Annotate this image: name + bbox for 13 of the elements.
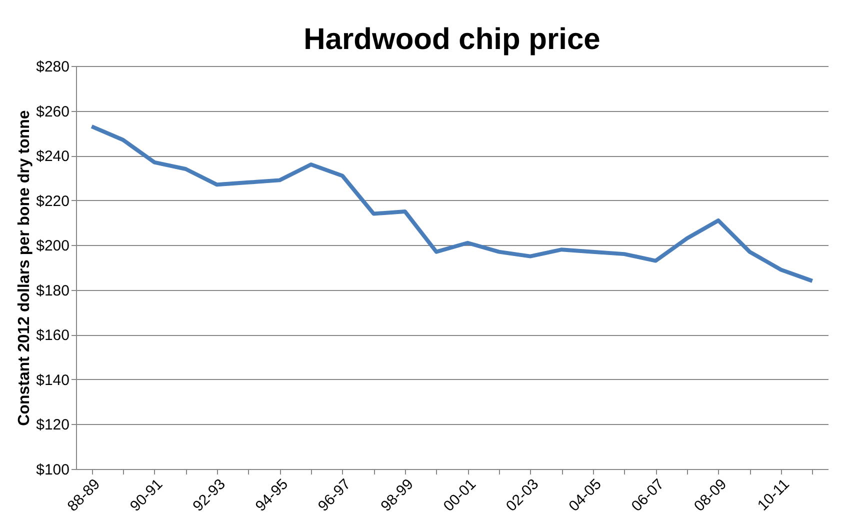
y-axis-title: Constant 2012 dollars per bone dry tonne [16,110,34,426]
y-tick-label: $240 [36,148,70,166]
y-tick-label: $120 [36,416,70,434]
y-tick-label: $140 [36,372,70,389]
chart-title: Hardwood chip price [304,23,600,56]
y-tick-label: $280 [36,58,70,76]
y-tick-label: $180 [36,282,70,300]
y-tick-label: $220 [36,192,70,210]
y-tick-label: $100 [36,462,70,478]
y-tick-label: $260 [36,103,70,120]
y-tick-label: $160 [36,327,70,344]
y-tick-label: $200 [36,238,70,255]
line-series [90,124,814,283]
